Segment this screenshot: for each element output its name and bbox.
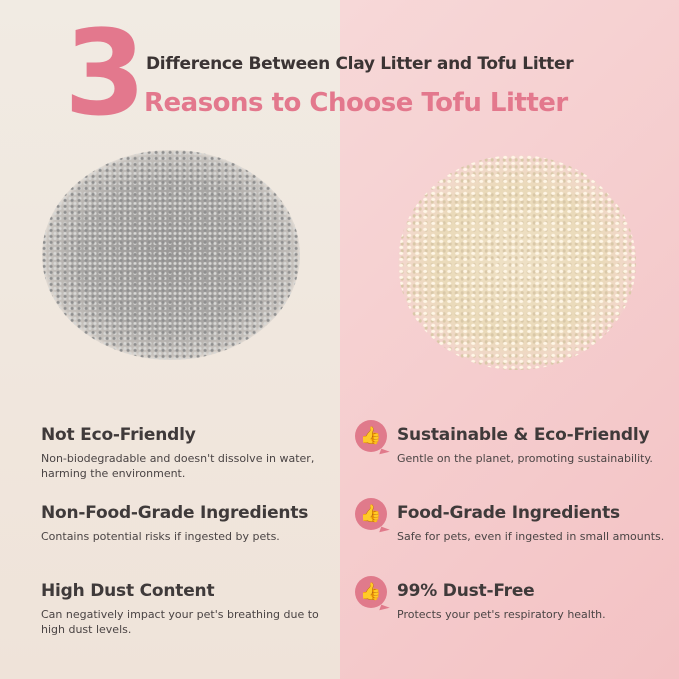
clay-litter-image	[42, 150, 300, 360]
tofu-heading: 99% Dust-Free	[397, 581, 535, 601]
clay-item: Not Eco-Friendly Non-biodegradable and d…	[41, 425, 331, 481]
tofu-litter-image	[398, 155, 636, 370]
tofu-desc: Gentle on the planet, promoting sustaina…	[397, 452, 653, 465]
big-number: 3	[64, 4, 146, 142]
tofu-heading: Food-Grade Ingredients	[397, 503, 620, 523]
tofu-heading: Sustainable & Eco-Friendly	[397, 425, 650, 445]
tofu-item: 👍 Sustainable & Eco-Friendly Gentle on t…	[355, 420, 677, 466]
page-title: Reasons to Choose Tofu Litter	[144, 88, 568, 118]
clay-item: Non-Food-Grade Ingredients Contains pote…	[41, 503, 331, 544]
tofu-desc: Protects your pet's respiratory health.	[397, 608, 606, 621]
clay-heading: Non-Food-Grade Ingredients	[41, 503, 309, 523]
thumbs-up-icon: 👍	[355, 498, 387, 530]
thumbs-up-icon: 👍	[355, 420, 387, 452]
tofu-desc: Safe for pets, even if ingested in small…	[397, 530, 665, 543]
tofu-item: 👍 99% Dust-Free Protects your pet's resp…	[355, 576, 677, 622]
clay-desc: Can negatively impact your pet's breathi…	[41, 608, 319, 636]
clay-heading: Not Eco-Friendly	[41, 425, 196, 445]
subtitle: Difference Between Clay Litter and Tofu …	[146, 54, 574, 74]
thumbs-up-icon: 👍	[355, 576, 387, 608]
clay-heading: High Dust Content	[41, 581, 215, 601]
clay-item: High Dust Content Can negatively impact …	[41, 581, 331, 637]
clay-desc: Contains potential risks if ingested by …	[41, 530, 280, 543]
tofu-item: 👍 Food-Grade Ingredients Safe for pets, …	[355, 498, 677, 544]
clay-desc: Non-biodegradable and doesn't dissolve i…	[41, 452, 315, 480]
